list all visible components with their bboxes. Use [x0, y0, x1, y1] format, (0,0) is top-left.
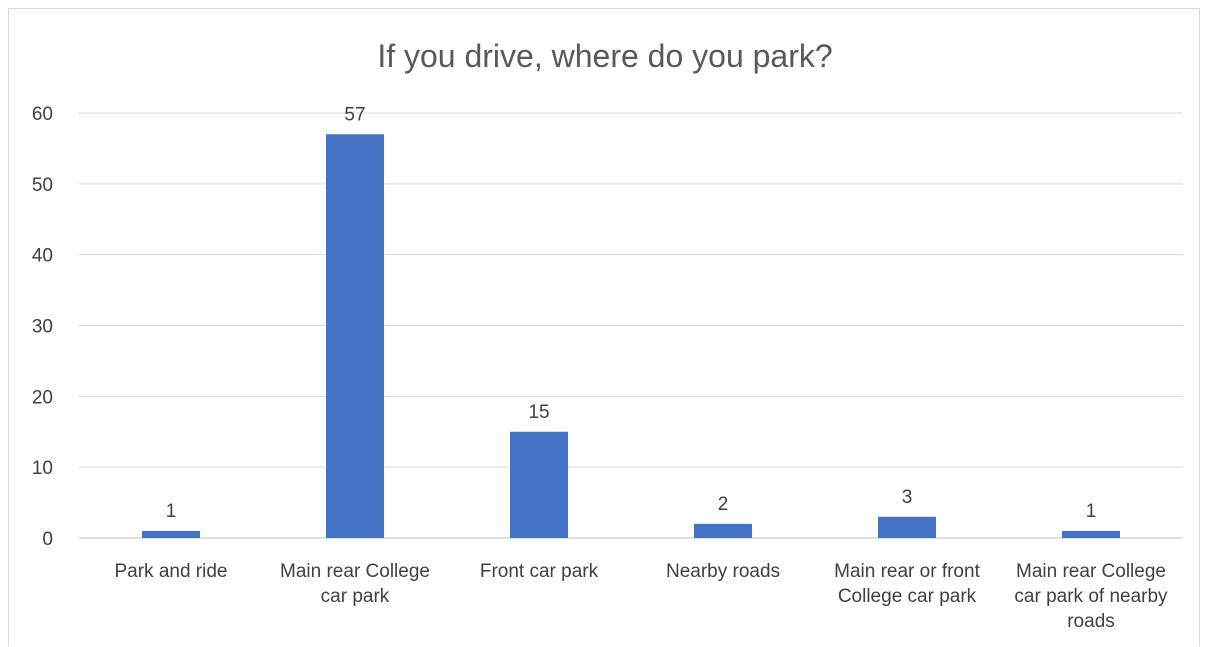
chart-title: If you drive, where do you park? — [377, 38, 832, 74]
y-tick-label: 60 — [32, 104, 53, 125]
y-tick-label: 50 — [32, 175, 53, 196]
x-category-label: Front car park — [480, 561, 599, 582]
data-labels: 1 57 15 2 3 1 — [166, 104, 1097, 522]
gridlines — [79, 112, 1183, 539]
y-axis-ticks: 0 10 20 30 40 50 60 — [32, 104, 53, 550]
x-category-label: Main rear or front College car park — [834, 561, 980, 607]
x-category-label-line: College car park — [838, 586, 977, 607]
x-category-label-line: Front car park — [480, 561, 599, 582]
bar — [1062, 530, 1120, 538]
y-tick-label: 30 — [32, 317, 53, 338]
bar — [326, 134, 384, 538]
x-category-label-line: Main rear College — [280, 561, 430, 582]
x-category-label-line: car park of nearby — [1014, 586, 1168, 607]
data-label: 15 — [528, 402, 549, 423]
x-category-label-line: roads — [1067, 611, 1115, 632]
x-category-label-line: Nearby roads — [666, 561, 780, 582]
y-tick-label: 40 — [32, 246, 53, 267]
bar — [694, 523, 752, 538]
y-tick-label: 0 — [42, 529, 53, 550]
bar-chart: If you drive, where do you park? 0102030… — [32, 38, 1183, 632]
x-category-label-line: Main rear College — [1016, 561, 1166, 582]
bar — [878, 516, 936, 538]
data-label: 3 — [902, 487, 913, 508]
x-category-label: Nearby roads — [666, 561, 780, 582]
x-axis-categories: Park and ride Main rear College car park Fr… — [114, 561, 1168, 632]
x-category-label: Main rear College car park — [280, 561, 430, 607]
y-tick-label: 10 — [32, 458, 53, 479]
data-label: 2 — [718, 494, 729, 515]
bar — [142, 530, 200, 538]
x-category-label-line: Main rear or front — [834, 561, 980, 582]
x-category-label: Park and ride — [114, 561, 227, 582]
x-category-label-line: Park and ride — [114, 561, 227, 582]
x-category-label: Main rear College car park of nearby roads — [1014, 561, 1168, 632]
chart-area: If you drive, where do you park? 0 10 20 30… — [8, 8, 1200, 646]
x-category-label-line: car park — [321, 586, 390, 607]
data-label: 1 — [166, 501, 177, 522]
y-tick-label: 20 — [32, 387, 53, 408]
data-label: 1 — [1086, 501, 1097, 522]
data-label: 57 — [344, 104, 365, 125]
bars — [142, 134, 1120, 538]
bar — [510, 431, 568, 538]
